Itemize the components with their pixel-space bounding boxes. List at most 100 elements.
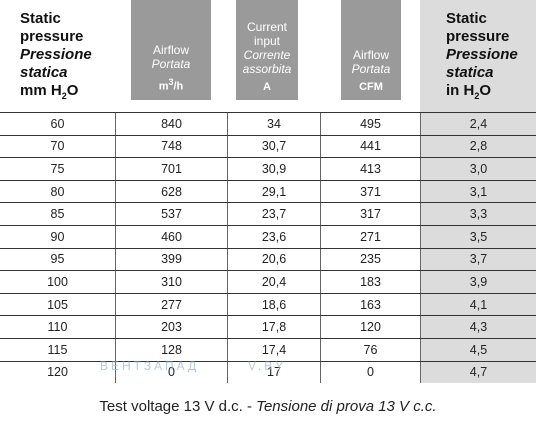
table-cell: 371 [320,180,420,203]
header-unit: 2 [474,91,480,101]
header-text: Airflow [152,43,189,58]
header-unit: A [263,81,271,93]
table-cell: 3,0 [420,158,536,180]
column-background [420,0,536,383]
header-text: Pressione [446,46,518,63]
table-cell: 18,6 [227,293,320,316]
table-row: 80 628 29,1 371 3,1 [0,179,536,203]
header-current: Current input Corrente assorbita A [236,0,298,100]
table-cell: 23,6 [227,225,320,248]
table-row: 110 203 17,8 120 4,3 [0,315,536,338]
header-unit: mm H [20,82,62,99]
table-row: 70 748 30,7 441 2,8 [0,134,536,158]
table-row: 75 701 30,9 413 3,0 [0,157,536,180]
table-cell: 95 [50,252,65,267]
header-text: Current [246,20,287,34]
table-cell: 120 [320,316,420,338]
header-unit: O [66,82,79,99]
table-cell: 60 [50,116,65,131]
header-static-mm: Static pressure Pressione statica mm H2O [20,10,92,120]
table-cell: 4,1 [420,293,536,316]
table-cell: 128 [115,338,227,361]
table-cell: 100 [47,274,68,289]
table-cell: 4,3 [420,316,536,338]
table-row: 105 277 18,6 163 4,1 [0,292,536,316]
table-cell: 29,1 [227,180,320,203]
header-static-in: Static pressure Pressione statica in H2O [446,10,518,120]
table-row: 85 537 23,7 317 3,3 [0,202,536,225]
table-row: 60 840 34 495 2,4 [0,112,536,135]
table-cell: 34 [227,113,320,135]
caption-text: Test voltage 13 V d.c. - [99,398,257,415]
table-cell: 399 [115,248,227,271]
header-unit: in H [446,82,475,99]
header-unit: 2 [61,91,67,101]
header-text: Portata [351,62,391,76]
table-cell: 90 [50,229,65,244]
table-cell: 317 [320,203,420,225]
header-text: assorbita [242,62,292,76]
table-cell: 17,4 [227,338,320,361]
table-cell: 2,8 [420,135,536,158]
header-text: Static [446,10,487,27]
table-cell: 840 [115,113,227,135]
table-cell: 17 [227,361,320,384]
table-cell: 271 [320,225,420,248]
table-cell: 3,1 [420,180,536,203]
table-cell: 20,6 [227,248,320,271]
header-text: input [253,34,281,48]
header-unit: m [158,81,169,93]
table-cell: 105 [47,297,68,312]
table-cell: 70 [50,139,65,154]
table-cell: 701 [115,158,227,180]
table-cell: 85 [50,207,65,222]
header-text: pressure [20,28,84,45]
table-cell: 460 [115,225,227,248]
table-cell: 2,4 [420,113,536,135]
header-airflow-cfm: Airflow Portata CFM [341,0,401,100]
table-cell: 748 [115,135,227,158]
table-cell: 110 [47,320,68,335]
table-cell: 495 [320,113,420,135]
table-cell: 3,5 [420,225,536,248]
table-cell: 17,8 [227,316,320,338]
table-cell: 441 [320,135,420,158]
table-row: 90 460 23,6 271 3,5 [0,224,536,248]
header-unit: O [479,82,492,99]
watermark: ВЕНТЗАПАД [100,359,200,373]
table-cell: 20,4 [227,271,320,293]
watermark: V.BY [248,359,287,373]
caption: Test voltage 13 V d.c. - Tensione di pro… [0,398,536,415]
table-cell: 537 [115,203,227,225]
table-cell: 3,3 [420,203,536,225]
table-cell: 80 [50,184,65,199]
table-body: 60 840 34 495 2,4 70 748 30,7 441 2,8 75 701 30,9 413… [0,112,536,384]
table-cell: 277 [115,293,227,316]
table-cell: 235 [320,248,420,271]
table-cell: 4,5 [420,338,536,361]
table-cell: 413 [320,158,420,180]
table-cell: 76 [320,338,420,361]
header-unit: 3 [168,77,174,88]
table-row: 95 399 20,6 235 3,7 [0,247,536,271]
table-row: 100 310 20,4 183 3,9 [0,270,536,293]
header-text: Portata [151,57,191,72]
table-cell: 183 [320,271,420,293]
table-cell: 310 [115,271,227,293]
table-row: 120 0 17 0 4,7 [0,360,536,384]
caption-text: Tensione di prova 13 V c.c. [256,398,437,415]
table-cell: 628 [115,180,227,203]
table-cell: 115 [47,342,68,357]
header-airflow-m3h: Airflow Portata m3/h [131,0,211,100]
table-cell: 3,9 [420,271,536,293]
table-cell: 0 [320,361,420,384]
header-text: statica [446,64,494,81]
table-cell: 4,7 [420,361,536,384]
header-unit: /h [173,81,184,93]
header-text: Airflow [352,48,389,62]
header-text: statica [20,64,68,81]
table-cell: 23,7 [227,203,320,225]
table-cell: 0 [115,361,227,384]
table-row: 115 128 17,4 76 4,5 [0,337,536,361]
